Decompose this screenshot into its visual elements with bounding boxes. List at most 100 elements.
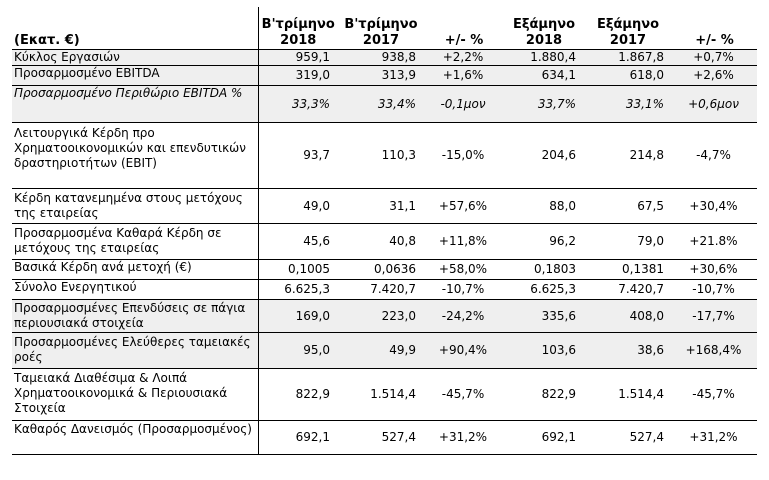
cell-value: 95,0 (257, 332, 338, 369)
cell-value: 527,4 (629, 430, 664, 444)
cell-value: 40,8 (389, 234, 416, 248)
cell-value: 335,6 (504, 299, 584, 333)
cell-change: +21.8% (689, 234, 738, 248)
cell-value: 6.625,3 (530, 282, 576, 296)
header-h1-2017: Εξάμηνο 2017 (584, 7, 672, 50)
cell-value: 692,1 (257, 420, 338, 455)
cell-value: 313,9 (338, 65, 424, 86)
row-label: Βασικά Κέρδη ανά μετοχή (€) (14, 260, 192, 274)
cell-change: -10,7% (692, 282, 735, 296)
cell-change: +168,4% (672, 332, 757, 369)
table-row: Καθαρός Δανεισμός (Προσαρμοσμένος) 692,1… (12, 420, 757, 455)
cell-value: 79,0 (637, 234, 664, 248)
cell-value: 527,4 (381, 430, 416, 444)
table-row: Προσαρμοσμένο Περιθώριο EBITDA % 33,3% 3… (12, 85, 757, 123)
cell-value: 822,9 (541, 387, 576, 401)
cell-value: 822,9 (257, 368, 338, 421)
row-label: Προσαρμοσμένο Περιθώριο EBITDA % (12, 85, 258, 123)
cell-change: -45,7% (692, 387, 735, 401)
cell-value: 692,1 (541, 430, 576, 444)
cell-value: 0,1803 (534, 262, 576, 276)
cell-value: 33,3% (257, 85, 338, 123)
cell-value: 7.420,7 (370, 282, 416, 296)
cell-value: 88,0 (549, 198, 576, 213)
cell-change: +58,0% (438, 262, 488, 276)
cell-value: 96,2 (549, 234, 576, 248)
cell-change: -15,0% (441, 148, 485, 162)
cell-value: 67,5 (637, 198, 664, 213)
cell-value: 110,3 (381, 148, 416, 162)
cell-value: 1.514,4 (370, 387, 416, 401)
table-row: Προσαρμοσμένες Επενδύσεις σε πάγια περιο… (12, 299, 757, 333)
cell-change: +1,6% (424, 65, 504, 86)
table-row: Κέρδη κατανεμημένα στους μετόχους της ετ… (12, 188, 757, 224)
header-h1-2018: Εξάμηνο 2018 (504, 7, 584, 50)
cell-change: +31,2% (689, 430, 738, 444)
cell-value: 38,6 (584, 332, 672, 369)
cell-change: +0,7% (672, 49, 757, 66)
cell-value: 204,6 (541, 148, 576, 162)
cell-value: 0,1005 (257, 259, 338, 280)
cell-value: 45,6 (257, 223, 338, 260)
row-label: Κύκλος Εργασιών (12, 49, 258, 66)
row-label: Σύνολο Ενεργητικού (14, 280, 137, 294)
cell-value: 938,8 (338, 49, 424, 66)
header-row: (Εκατ. €) Β'τρίμηνο 2018 Β'τρίμηνο 2017 +/… (12, 7, 757, 50)
header-q2-2018: Β'τρίμηνο 2018 (257, 7, 338, 50)
header-units-label: (Εκατ. €) (12, 7, 258, 50)
row-label: Λειτουργικά Κέρδη προ Χρηματοοικονομικών… (14, 126, 246, 170)
row-label: Προσαρμοσμένες Επενδύσεις σε πάγια περιο… (12, 299, 258, 333)
row-label: Κέρδη κατανεμημένα στους μετόχους της ετ… (14, 191, 243, 220)
row-label: Ταμειακά Διαθέσιμα & Λοιπά Χρηματοοικονο… (14, 371, 228, 415)
cell-value: 103,6 (504, 332, 584, 369)
cell-change: +31,2% (438, 430, 488, 444)
cell-value: 319,0 (257, 65, 338, 86)
row-label: Προσαρμοσμένο EBITDA (12, 65, 258, 86)
cell-value: 49,9 (338, 332, 424, 369)
cell-value: 634,1 (504, 65, 584, 86)
cell-value: 1.867,8 (584, 49, 672, 66)
table-row: Λειτουργικά Κέρδη προ Χρηματοοικονομικών… (12, 122, 757, 189)
cell-value: 169,0 (257, 299, 338, 333)
cell-value: 0,0636 (374, 262, 416, 276)
header-q2-2017: Β'τρίμηνο 2017 (338, 7, 424, 50)
cell-change: -17,7% (672, 299, 757, 333)
cell-change: -0,1μον (424, 85, 504, 123)
cell-value: 618,0 (584, 65, 672, 86)
table-row: Προσαρμοσμένο EBITDA 319,0 313,9 +1,6% 6… (12, 65, 757, 86)
table-row: Βασικά Κέρδη ανά μετοχή (€) 0,1005 0,063… (12, 259, 757, 280)
cell-value: 6.625,3 (257, 279, 338, 300)
table-row: Κύκλος Εργασιών 959,1 938,8 +2,2% 1.880,… (12, 49, 757, 66)
cell-value: 93,7 (257, 122, 338, 189)
cell-value: 7.420,7 (618, 282, 664, 296)
cell-value: 959,1 (257, 49, 338, 66)
cell-change: +2,2% (424, 49, 504, 66)
cell-change: +2,6% (672, 65, 757, 86)
cell-change: -4,7% (696, 148, 731, 162)
cell-change: +11,8% (438, 234, 488, 248)
header-h1-change: +/- % (672, 7, 757, 50)
cell-change: -24,2% (424, 299, 504, 333)
table-row: Ταμειακά Διαθέσιμα & Λοιπά Χρηματοοικονο… (12, 368, 757, 421)
cell-value: 223,0 (338, 299, 424, 333)
cell-value: 214,8 (629, 148, 664, 162)
cell-change: -10,7% (441, 282, 485, 296)
cell-value: 33,1% (584, 85, 672, 123)
cell-value: 31,1 (389, 198, 416, 213)
cell-value: 408,0 (584, 299, 672, 333)
table-row: Σύνολο Ενεργητικού 6.625,3 7.420,7 -10,7… (12, 279, 757, 300)
cell-change: +0,6μον (672, 85, 757, 123)
cell-value: 1.514,4 (618, 387, 664, 401)
cell-change: +30,6% (689, 262, 738, 276)
cell-value: 33,7% (504, 85, 584, 123)
table-row: Προσαρμοσμένα Καθαρά Κέρδη σε μετόχους τ… (12, 223, 757, 260)
row-label: Καθαρός Δανεισμός (Προσαρμοσμένος) (14, 422, 252, 436)
cell-value: 0,1381 (622, 262, 664, 276)
cell-change: +57,6% (438, 198, 488, 213)
cell-change: -45,7% (441, 387, 485, 401)
cell-value: 33,4% (338, 85, 424, 123)
row-label: Προσαρμοσμένες Ελεύθερες ταμειακές ροές (12, 332, 258, 369)
row-label: Προσαρμοσμένα Καθαρά Κέρδη σε μετόχους τ… (14, 226, 222, 255)
cell-value: 1.880,4 (504, 49, 584, 66)
cell-change: +90,4% (424, 332, 504, 369)
